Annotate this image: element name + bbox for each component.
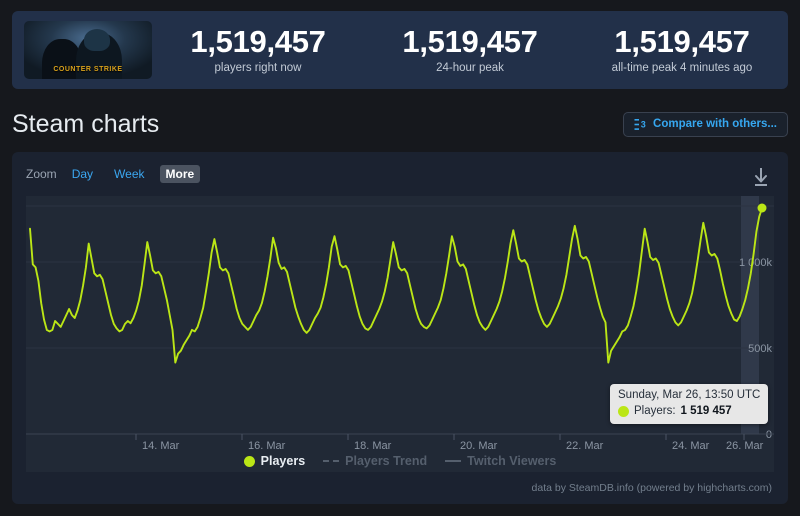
download-chart-button[interactable] bbox=[750, 164, 772, 190]
page-title: Steam charts bbox=[12, 109, 160, 138]
tooltip-series-marker-icon bbox=[618, 405, 629, 417]
chart-tooltip: Sunday, Mar 26, 13:50 UTC Players: 1 519… bbox=[610, 384, 769, 425]
capsule-figure-left bbox=[42, 39, 82, 79]
stat-players-right-now: 1,519,457 players right now bbox=[152, 23, 364, 75]
x-tick-0: 14. Mar bbox=[142, 440, 180, 452]
chart-legend: Players Players Trend Twitch Viewers bbox=[12, 454, 788, 468]
zoom-option-week[interactable]: Week bbox=[114, 167, 145, 181]
y-axis-labels: 1 000k 500k 0 bbox=[739, 257, 773, 441]
x-tick-4: 22. Mar bbox=[566, 440, 604, 452]
dashed-line-icon bbox=[323, 460, 340, 462]
stat-label: all-time peak 4 minutes ago bbox=[611, 62, 753, 75]
stats-summary-card: COUNTER STRIKE 1,519,457 players right n… bbox=[12, 11, 788, 89]
legend-item-players[interactable]: Players bbox=[243, 454, 306, 468]
stat-value: 1,519,457 bbox=[402, 23, 538, 59]
x-tick-1: 16. Mar bbox=[248, 440, 286, 452]
crosshair-plot-band bbox=[741, 196, 759, 434]
section-header: Steam charts 3 Compare with others... bbox=[12, 100, 788, 148]
zoom-option-day[interactable]: Day bbox=[71, 167, 94, 181]
zoom-range-selector: Zoom Day Week More bbox=[26, 165, 201, 183]
legend-label: Players Trend bbox=[345, 454, 428, 468]
svg-text:3: 3 bbox=[641, 119, 646, 129]
y-tick-1000k: 1 000k bbox=[739, 257, 773, 269]
capsule-title-text: COUNTER STRIKE bbox=[24, 66, 152, 73]
players-series-line bbox=[29, 207, 763, 364]
legend-item-players-trend[interactable]: Players Trend bbox=[323, 454, 427, 468]
stat-24-hour-peak: 1,519,457 24-hour peak bbox=[364, 23, 576, 75]
x-tick-5: 24. Mar bbox=[672, 440, 710, 452]
stat-value: 1,519,457 bbox=[190, 23, 326, 59]
legend-label: Players bbox=[260, 454, 306, 468]
zoom-selector-label: Zoom bbox=[26, 167, 57, 181]
players-line-chart[interactable]: 1 000k 500k 0 14. Mar 16. Mar 18. Mar 20… bbox=[26, 196, 774, 472]
y-tick-0: 0 bbox=[766, 429, 772, 441]
tooltip-series-row: Players: 1 519 457 bbox=[618, 404, 760, 420]
solid-line-icon bbox=[445, 460, 462, 462]
compare-with-others-button[interactable]: 3 Compare with others... bbox=[623, 111, 788, 137]
x-tick-2: 18. Mar bbox=[354, 440, 392, 452]
capsule-helmet-highlight bbox=[84, 29, 110, 51]
steam-charts-card: Zoom Day Week More bbox=[12, 152, 788, 504]
highlighted-data-point[interactable] bbox=[757, 203, 767, 213]
plot-background bbox=[26, 196, 774, 472]
compare-button-label: Compare with others... bbox=[653, 118, 777, 130]
tooltip-series-value: 1 519 457 bbox=[680, 404, 732, 417]
stat-value: 1,519,457 bbox=[614, 23, 750, 59]
tooltip-series-label: Players: bbox=[634, 404, 676, 417]
players-marker-icon bbox=[243, 455, 255, 467]
stat-label: players right now bbox=[214, 62, 302, 75]
zoom-option-more[interactable]: More bbox=[159, 165, 201, 183]
x-tick-6: 26. Mar bbox=[726, 440, 764, 452]
legend-item-twitch-viewers[interactable]: Twitch Viewers bbox=[445, 454, 556, 468]
stat-all-time-peak: 1,519,457 all-time peak 4 minutes ago bbox=[576, 23, 788, 75]
chart-credits: data by SteamDB.info (powered by highcha… bbox=[531, 482, 772, 494]
tooltip-timestamp: Sunday, Mar 26, 13:50 UTC bbox=[618, 389, 761, 401]
y-tick-500k: 500k bbox=[748, 343, 772, 355]
game-capsule-image[interactable]: COUNTER STRIKE bbox=[24, 21, 152, 79]
legend-label: Twitch Viewers bbox=[467, 454, 557, 468]
x-tick-3: 20. Mar bbox=[460, 440, 498, 452]
download-icon bbox=[755, 168, 767, 186]
chart-plot-area[interactable]: 1 000k 500k 0 14. Mar 16. Mar 18. Mar 20… bbox=[26, 196, 774, 472]
capsule-title-label: COUNTER STRIKE bbox=[53, 66, 123, 73]
bar-chart-compare-icon: 3 bbox=[634, 118, 646, 130]
stat-label: 24-hour peak bbox=[436, 62, 504, 75]
x-axis-labels: 14. Mar 16. Mar 18. Mar 20. Mar 22. Mar … bbox=[135, 434, 764, 452]
